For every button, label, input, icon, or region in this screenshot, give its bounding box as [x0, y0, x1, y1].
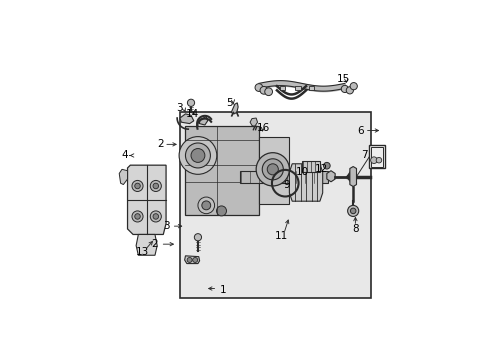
Circle shape	[150, 180, 161, 192]
Bar	[301, 161, 319, 172]
Circle shape	[350, 208, 355, 214]
Polygon shape	[180, 114, 193, 123]
Polygon shape	[119, 169, 127, 185]
Circle shape	[185, 143, 210, 168]
Text: 7: 7	[361, 150, 367, 161]
Polygon shape	[184, 256, 199, 264]
Text: 16: 16	[256, 123, 269, 133]
Circle shape	[153, 214, 158, 219]
Circle shape	[191, 149, 204, 162]
Circle shape	[264, 88, 272, 96]
Text: 9: 9	[283, 180, 289, 190]
Text: 2: 2	[157, 139, 163, 149]
Circle shape	[216, 206, 226, 216]
Circle shape	[150, 211, 161, 222]
Circle shape	[132, 180, 143, 192]
Polygon shape	[231, 103, 238, 114]
Text: 15: 15	[336, 74, 350, 84]
Polygon shape	[294, 86, 300, 90]
Circle shape	[202, 201, 210, 210]
Text: 2: 2	[151, 239, 158, 249]
Text: 11: 11	[274, 231, 287, 241]
Circle shape	[187, 99, 194, 107]
Circle shape	[198, 197, 214, 214]
Polygon shape	[136, 234, 157, 255]
Circle shape	[135, 183, 140, 189]
Circle shape	[192, 257, 197, 262]
Circle shape	[375, 157, 381, 163]
Circle shape	[260, 86, 267, 94]
Circle shape	[179, 136, 216, 174]
Polygon shape	[199, 117, 207, 125]
Polygon shape	[308, 86, 314, 90]
Circle shape	[323, 162, 329, 169]
Circle shape	[255, 84, 262, 91]
Text: 3: 3	[163, 221, 169, 231]
Circle shape	[132, 211, 143, 222]
Circle shape	[370, 157, 377, 163]
Text: 8: 8	[351, 224, 358, 234]
Circle shape	[194, 234, 201, 241]
Text: 1: 1	[219, 285, 226, 295]
Polygon shape	[326, 171, 334, 182]
Polygon shape	[349, 167, 356, 186]
Text: 13: 13	[135, 247, 148, 257]
Circle shape	[187, 257, 192, 262]
Polygon shape	[180, 112, 370, 298]
Text: 10: 10	[295, 167, 308, 177]
Circle shape	[267, 164, 278, 175]
Circle shape	[153, 183, 158, 189]
Text: 14: 14	[185, 109, 199, 119]
Bar	[239, 171, 327, 183]
Circle shape	[256, 153, 289, 186]
Polygon shape	[289, 164, 322, 201]
Circle shape	[346, 87, 353, 94]
Bar	[368, 145, 385, 168]
Bar	[370, 147, 382, 167]
Polygon shape	[185, 126, 259, 215]
Circle shape	[135, 214, 140, 219]
Polygon shape	[279, 86, 285, 90]
Text: 4: 4	[121, 150, 128, 161]
Text: 6: 6	[357, 126, 364, 135]
Circle shape	[262, 159, 283, 180]
Circle shape	[347, 205, 358, 216]
Polygon shape	[127, 165, 166, 234]
Circle shape	[349, 82, 357, 90]
Polygon shape	[259, 138, 289, 204]
Circle shape	[341, 85, 348, 93]
Text: 5: 5	[226, 98, 233, 108]
Text: 12: 12	[314, 164, 327, 174]
Polygon shape	[249, 118, 257, 126]
Text: 3: 3	[176, 103, 183, 113]
